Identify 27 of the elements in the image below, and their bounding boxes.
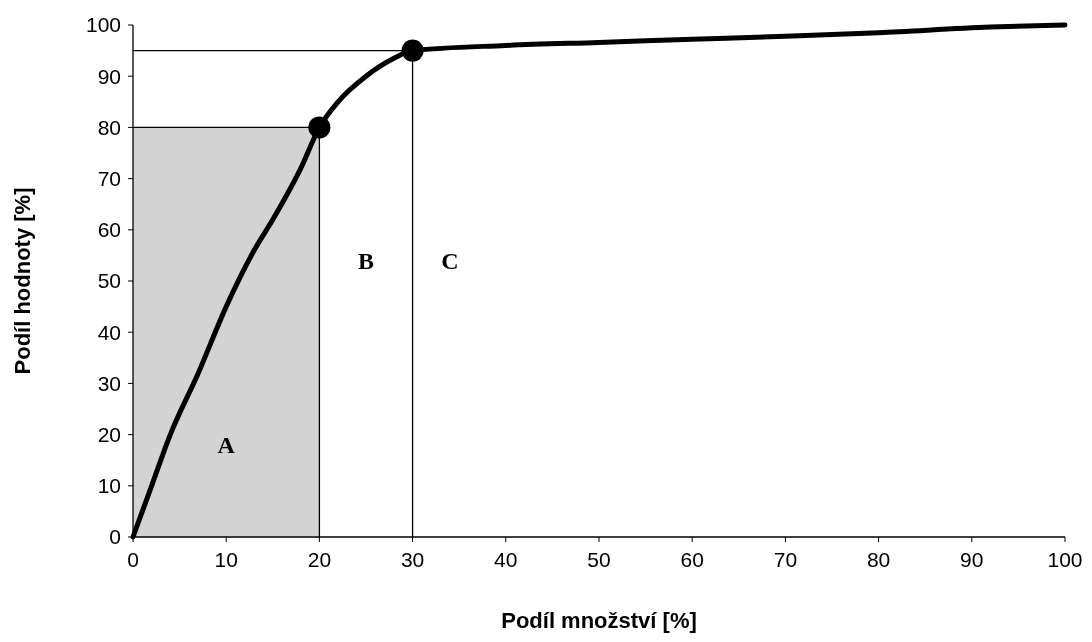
y-tick-label: 80 xyxy=(97,115,121,139)
y-axis-title: Podíl hodnoty [%] xyxy=(10,187,35,375)
y-tick-label: 10 xyxy=(97,474,121,498)
x-tick-label: 40 xyxy=(494,548,518,571)
x-tick-label: 30 xyxy=(400,548,425,571)
y-tick-label: 0 xyxy=(109,525,121,549)
y-tick-label: 60 xyxy=(97,218,121,242)
x-tick-label: 50 xyxy=(587,548,611,571)
x-tick-label: 70 xyxy=(773,548,798,571)
x-tick-label: 0 xyxy=(127,548,139,571)
y-tick-label: 40 xyxy=(97,320,121,344)
x-tick-label: 20 xyxy=(307,548,332,571)
x-axis-title: Podíl množství [%] xyxy=(501,608,697,633)
y-tick-label: 50 xyxy=(97,269,121,293)
annotation: C xyxy=(441,247,459,274)
y-tick-label: 30 xyxy=(97,371,121,395)
x-tick-label: 80 xyxy=(866,548,891,571)
y-tick-label: 90 xyxy=(97,64,121,88)
x-tick-label: 10 xyxy=(214,548,238,571)
x-tick-label: 60 xyxy=(680,548,704,571)
y-tick-label: 70 xyxy=(97,166,121,190)
x-tick-label: 90 xyxy=(960,548,984,571)
y-tick-label: 100 xyxy=(85,13,121,37)
x-tick-label: 100 xyxy=(1047,548,1083,571)
annotation: B xyxy=(357,247,375,274)
y-tick-label: 20 xyxy=(97,422,121,446)
annotation: A xyxy=(217,432,236,459)
